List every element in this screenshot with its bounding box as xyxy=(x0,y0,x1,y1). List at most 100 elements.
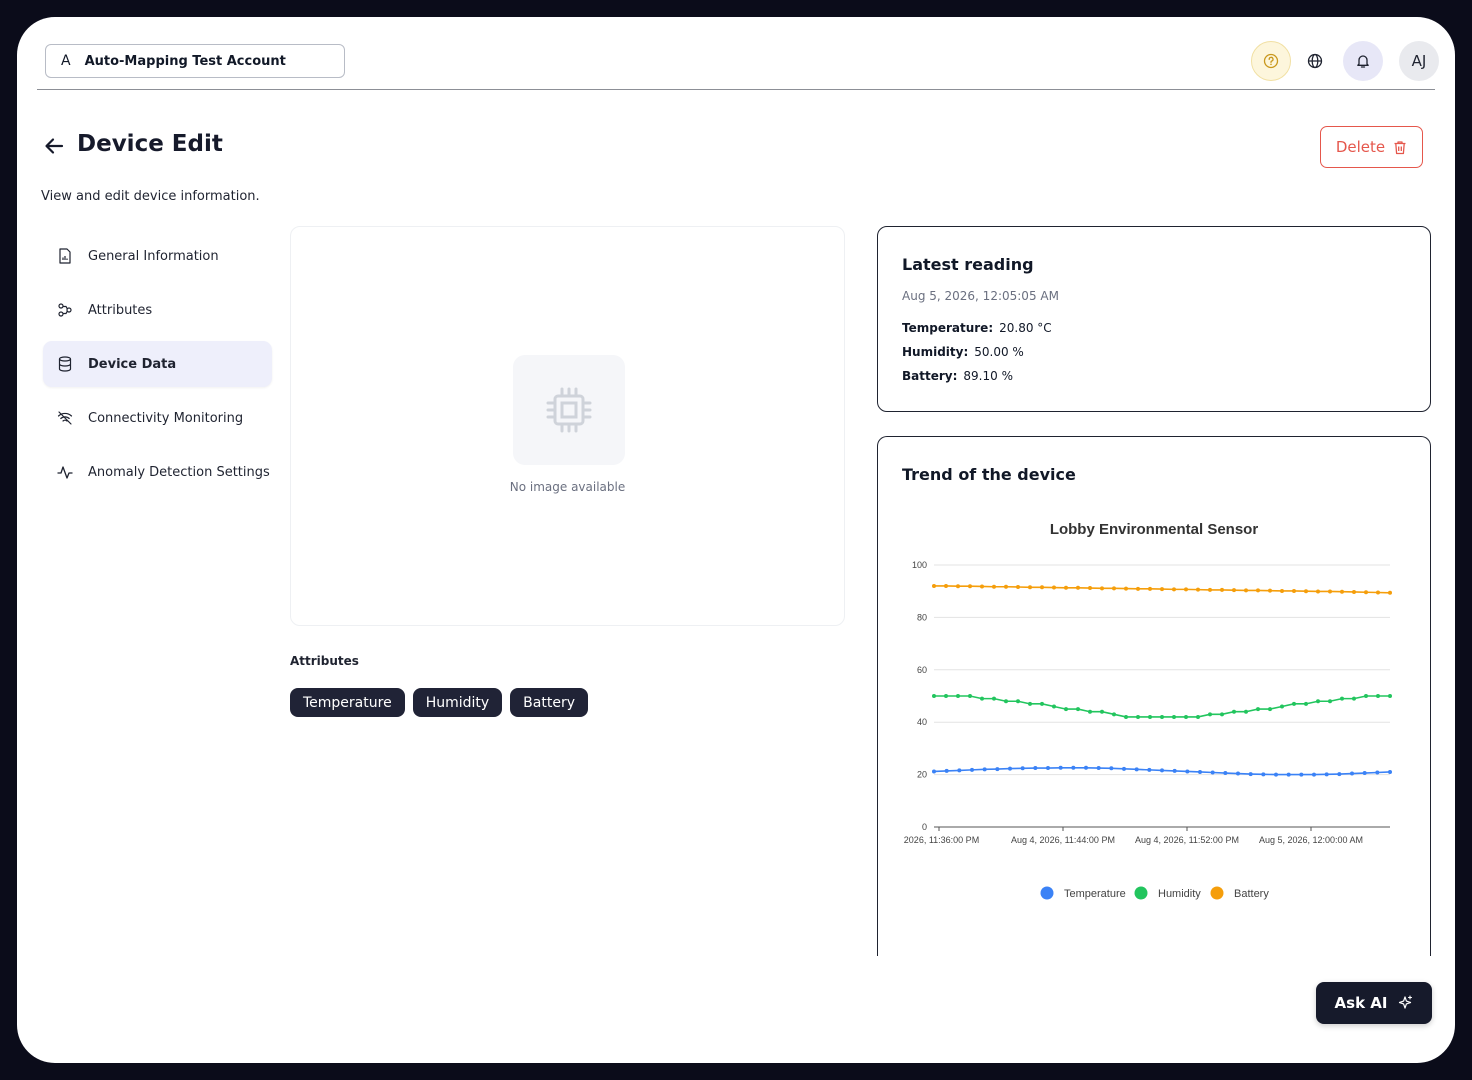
database-icon xyxy=(57,356,73,372)
data-point-battery xyxy=(992,584,996,589)
data-point-temperature xyxy=(1033,766,1038,771)
data-point-battery xyxy=(1028,585,1032,590)
data-point-humidity xyxy=(1232,709,1236,714)
data-point-humidity xyxy=(956,694,960,698)
nodes-icon xyxy=(57,302,73,318)
language-button[interactable] xyxy=(1295,41,1335,81)
data-point-battery xyxy=(1316,589,1320,594)
sidebar-nav: General Information Attributes Device Da… xyxy=(43,233,272,503)
data-point-humidity xyxy=(1292,701,1296,706)
sidebar-item-label: General Information xyxy=(88,248,219,264)
help-button[interactable] xyxy=(1251,41,1291,81)
data-point-temperature xyxy=(1362,771,1367,776)
data-point-battery xyxy=(1040,585,1044,590)
data-point-battery xyxy=(1280,588,1284,593)
data-point-temperature xyxy=(1160,768,1164,773)
y-tick-label: 40 xyxy=(917,717,927,727)
legend-label-battery: Battery xyxy=(1234,888,1269,900)
sidebar-item-general-information[interactable]: General Information xyxy=(43,233,272,279)
data-point-temperature xyxy=(1375,770,1380,775)
data-point-temperature xyxy=(1248,772,1253,777)
help-icon xyxy=(1263,53,1279,69)
ask-ai-label: Ask AI xyxy=(1334,994,1388,1012)
page-subtitle: View and edit device information. xyxy=(41,189,260,204)
data-point-humidity xyxy=(1016,699,1020,704)
back-button[interactable] xyxy=(43,135,65,161)
no-image-text: No image available xyxy=(509,480,626,494)
data-point-humidity xyxy=(1244,709,1248,714)
data-point-temperature xyxy=(1122,766,1126,771)
attribute-chip-temperature[interactable]: Temperature xyxy=(290,688,405,717)
data-point-temperature xyxy=(1046,766,1050,771)
account-initial: A xyxy=(61,53,71,69)
avatar[interactable]: AJ xyxy=(1399,41,1439,81)
sidebar-item-attributes[interactable]: Attributes xyxy=(43,287,272,333)
data-point-battery xyxy=(1160,587,1164,592)
data-point-temperature xyxy=(1109,766,1114,771)
attribute-chips: Temperature Humidity Battery xyxy=(290,688,588,717)
legend-marker-temperature xyxy=(1040,886,1054,900)
data-point-battery xyxy=(1088,586,1092,591)
data-point-temperature xyxy=(995,767,1000,772)
sidebar-item-label: Connectivity Monitoring xyxy=(88,410,244,426)
data-point-humidity xyxy=(1028,701,1032,706)
reading-value: 89.10 % xyxy=(963,369,1013,383)
sidebar-item-device-data[interactable]: Device Data xyxy=(43,341,272,387)
data-point-temperature xyxy=(1350,771,1354,776)
data-point-humidity xyxy=(968,694,972,698)
device-image-card: No image available xyxy=(290,226,845,626)
reading-value: 50.00 % xyxy=(974,345,1024,359)
data-point-humidity xyxy=(1280,704,1284,709)
reading-key: Temperature: xyxy=(902,321,994,335)
y-tick-label: 100 xyxy=(912,560,927,570)
data-point-humidity xyxy=(1304,701,1308,706)
data-point-temperature xyxy=(1337,772,1342,777)
latest-reading-timestamp: Aug 5, 2026, 12:05:05 AM xyxy=(902,289,1059,303)
account-name: Auto-Mapping Test Account xyxy=(84,53,286,69)
data-point-battery xyxy=(1268,588,1272,593)
data-point-battery xyxy=(1148,586,1152,591)
data-point-humidity xyxy=(1208,712,1212,717)
reading-key: Battery: xyxy=(902,369,958,383)
data-point-temperature xyxy=(944,768,949,773)
data-point-battery xyxy=(1184,587,1188,592)
data-point-humidity xyxy=(1352,696,1356,701)
delete-button[interactable]: Delete xyxy=(1320,126,1423,168)
attribute-chip-battery[interactable]: Battery xyxy=(510,688,588,717)
notifications-button[interactable] xyxy=(1343,41,1383,81)
image-placeholder xyxy=(513,355,625,465)
trash-icon xyxy=(1394,140,1406,154)
data-point-humidity xyxy=(1004,699,1008,704)
trend-chart: Lobby Environmental Sensor 0 20 40 60 80 100 , … xyxy=(878,521,1392,900)
data-point-temperature xyxy=(932,769,936,774)
data-point-humidity xyxy=(1124,714,1128,719)
data-point-temperature xyxy=(1147,767,1152,772)
data-point-temperature xyxy=(1210,770,1215,775)
data-point-battery xyxy=(1352,589,1356,594)
y-tick-label: 0 xyxy=(922,822,927,832)
y-tick-label: 60 xyxy=(917,665,927,675)
bell-icon xyxy=(1357,55,1369,68)
data-point-battery xyxy=(1052,585,1056,590)
data-point-temperature xyxy=(1185,769,1190,774)
attribute-chip-humidity[interactable]: Humidity xyxy=(412,688,503,717)
sidebar-item-connectivity-monitoring[interactable]: Connectivity Monitoring xyxy=(43,395,272,441)
data-point-battery xyxy=(1196,587,1200,592)
x-tick-label: Aug 5, 2026, 12:00:00 AM xyxy=(1259,835,1363,845)
x-tick-label: Aug 4, 2026, 11:52:00 PM xyxy=(1135,835,1239,845)
page-title: Device Edit xyxy=(77,131,223,157)
data-point-battery xyxy=(1328,589,1332,594)
data-point-humidity xyxy=(1064,707,1068,712)
sidebar-item-anomaly-detection-settings[interactable]: Anomaly Detection Settings xyxy=(43,449,272,495)
ask-ai-button[interactable]: Ask AI xyxy=(1316,982,1432,1024)
data-point-humidity xyxy=(1184,714,1188,719)
legend-label-humidity: Humidity xyxy=(1158,888,1201,900)
data-point-battery xyxy=(944,583,948,588)
data-point-temperature xyxy=(1223,771,1228,776)
series-line-humidity xyxy=(934,695,1390,718)
data-point-battery xyxy=(1100,586,1104,591)
account-selector[interactable]: A Auto-Mapping Test Account xyxy=(45,44,345,78)
legend-marker-battery xyxy=(1210,886,1224,900)
data-point-temperature xyxy=(1020,766,1025,771)
x-label-clip xyxy=(878,832,902,848)
